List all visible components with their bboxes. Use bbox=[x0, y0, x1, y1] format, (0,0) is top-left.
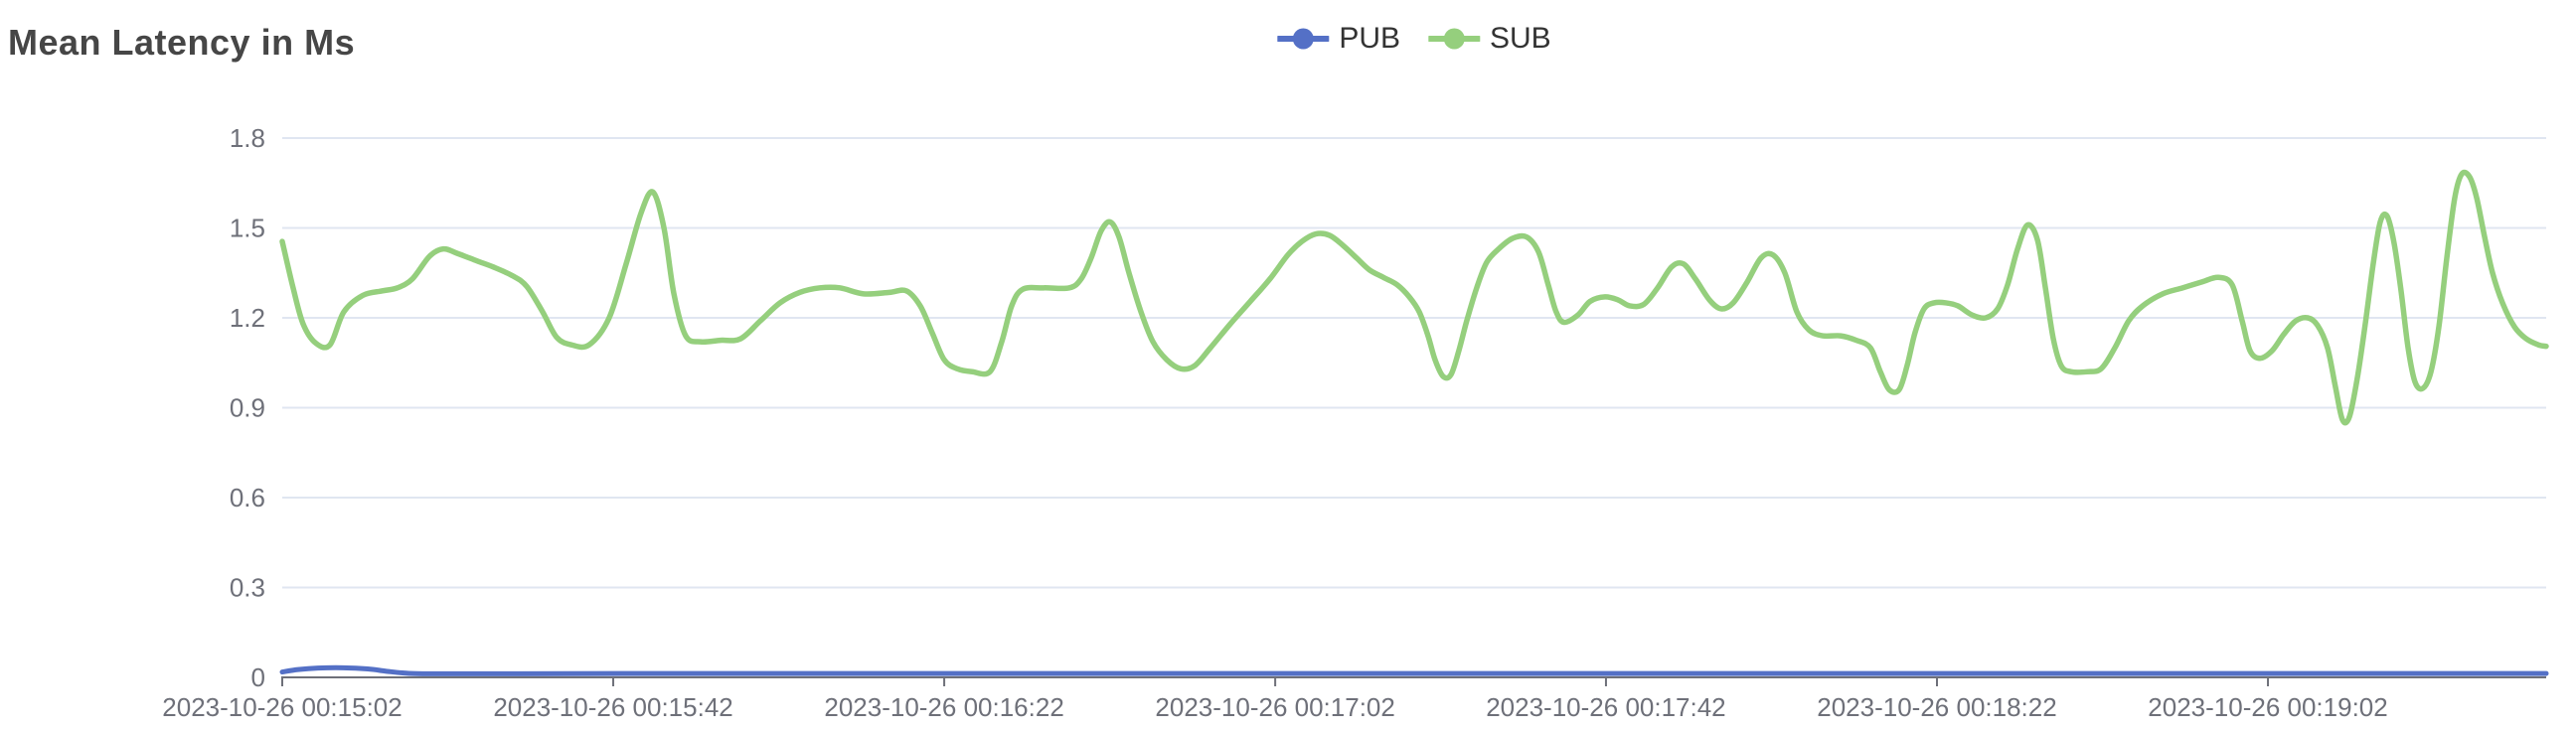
pub-series-line bbox=[279, 664, 2549, 676]
y-tick-label: 0.6 bbox=[230, 483, 265, 512]
sub-series-line bbox=[279, 169, 2549, 426]
x-tick-label: 2023-10-26 00:15:02 bbox=[162, 692, 402, 722]
legend-item-pub[interactable]: PUB bbox=[1277, 24, 1400, 54]
y-tick-label: 1.2 bbox=[230, 303, 265, 333]
y-tick-label: 1.8 bbox=[230, 123, 265, 153]
legend: PUB SUB bbox=[1277, 24, 1551, 54]
legend-line-marker-icon bbox=[1277, 28, 1330, 50]
gridlines bbox=[282, 137, 2546, 589]
x-axis-ticks bbox=[281, 678, 2270, 686]
y-axis-labels: 0 0.3 0.6 0.9 1.2 1.5 1.8 bbox=[230, 123, 265, 692]
y-tick-label: 0.9 bbox=[230, 393, 265, 423]
x-tick-label: 2023-10-26 00:17:42 bbox=[1486, 692, 1725, 722]
legend-label: SUB bbox=[1490, 22, 1551, 55]
x-tick-label: 2023-10-26 00:15:42 bbox=[493, 692, 732, 722]
x-axis-labels: 2023-10-26 00:15:02 2023-10-26 00:15:42 20… bbox=[162, 692, 2387, 722]
page-title: Mean Latency in Ms bbox=[8, 22, 356, 63]
y-tick-label: 0.3 bbox=[230, 573, 265, 603]
legend-line-marker-icon bbox=[1428, 28, 1480, 50]
x-tick-label: 2023-10-26 00:16:22 bbox=[824, 692, 1063, 722]
x-tick-label: 2023-10-26 00:18:22 bbox=[1817, 692, 2056, 722]
x-tick-label: 2023-10-26 00:19:02 bbox=[2148, 692, 2387, 722]
y-tick-label: 1.5 bbox=[230, 214, 265, 243]
legend-item-sub[interactable]: SUB bbox=[1428, 24, 1551, 54]
y-tick-label: 0 bbox=[251, 662, 265, 692]
x-tick-label: 2023-10-26 00:17:02 bbox=[1155, 692, 1394, 722]
legend-label: PUB bbox=[1339, 22, 1400, 55]
